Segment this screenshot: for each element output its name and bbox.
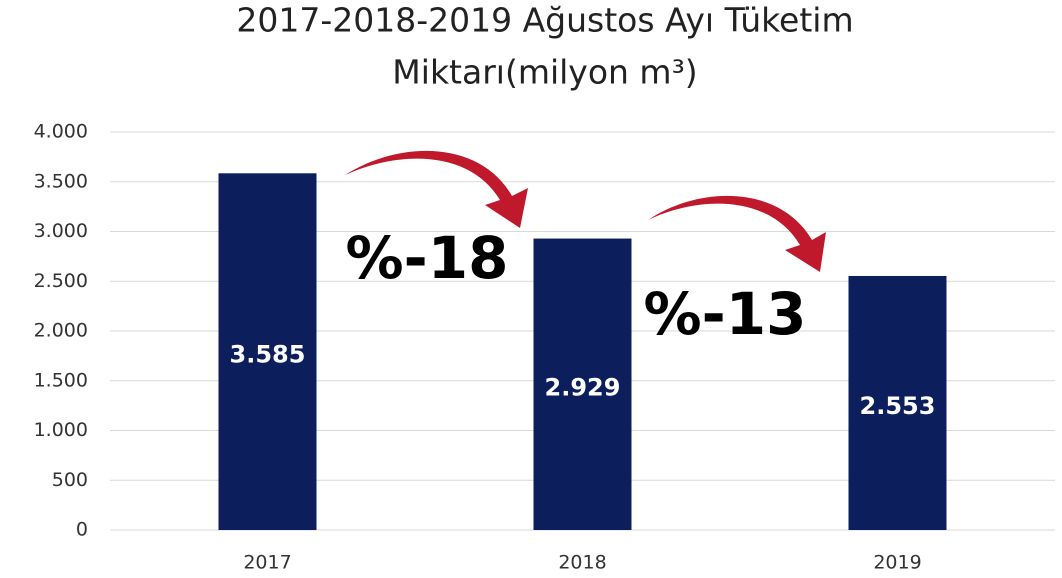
- y-tick-label: 0: [76, 519, 88, 541]
- x-tick-label: 2019: [873, 552, 921, 574]
- y-tick-label: 3.000: [34, 220, 88, 242]
- arrow: [345, 150, 528, 228]
- bar: [848, 275, 947, 530]
- data-label: 3.585: [230, 341, 306, 369]
- y-tick-label: 2.000: [34, 320, 88, 342]
- y-tick-label: 2.500: [34, 270, 88, 292]
- data-label: 2.553: [860, 392, 936, 420]
- data-label: 2.929: [545, 373, 621, 401]
- chart-title: Miktarı(milyon m³): [392, 53, 697, 92]
- bar: [218, 173, 317, 531]
- bar: [533, 238, 632, 530]
- y-tick-label: 500: [52, 469, 88, 491]
- plot-area: 0 500 1.000 1.500 2.000 2.500 3.000 3.500 4.000 3…: [34, 121, 1055, 574]
- y-tick-label: 1.500: [34, 369, 88, 391]
- chart-title: 2017-2018-2019 Ağustos Ayı Tüketim: [236, 1, 853, 40]
- annotation: %-13: [644, 280, 807, 348]
- x-tick-label: 2017: [243, 552, 291, 574]
- y-tick-label: 4.000: [34, 121, 88, 143]
- x-tick-label: 2018: [558, 552, 606, 574]
- arrow: [648, 195, 826, 272]
- y-tick-label: 3.500: [34, 170, 88, 192]
- annotation: %-18: [346, 224, 509, 292]
- y-tick-label: 1.000: [34, 419, 88, 441]
